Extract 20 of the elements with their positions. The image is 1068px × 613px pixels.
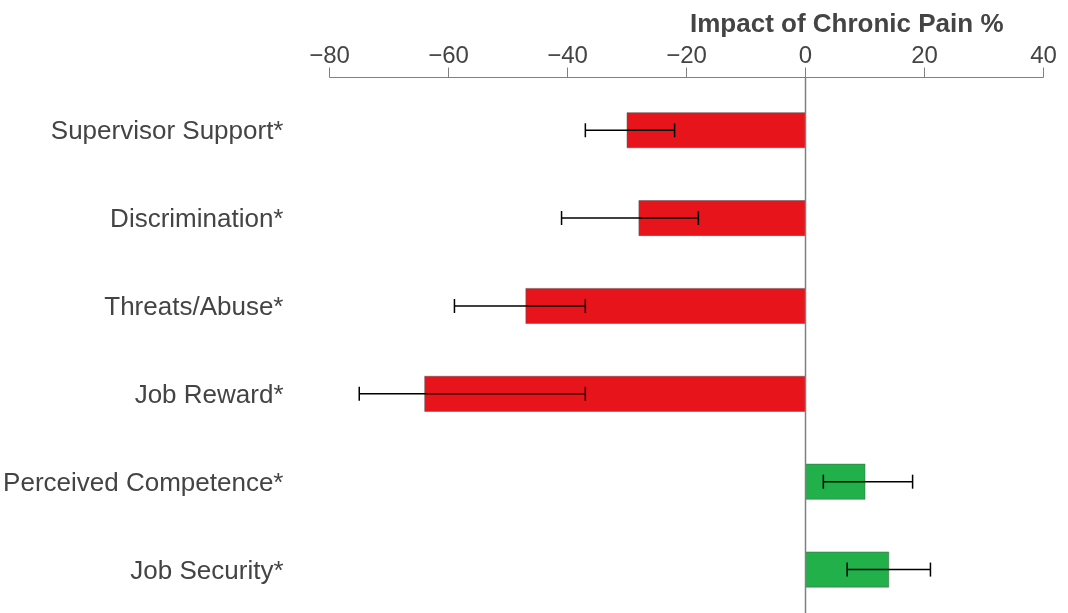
x-tick-label: −60 — [428, 40, 469, 68]
x-tick-label: 40 — [1030, 40, 1057, 68]
bar — [525, 288, 806, 324]
bar — [424, 376, 806, 412]
y-tick-label: Perceived Competence* — [3, 466, 284, 497]
y-tick-label: Threats/Abuse* — [104, 290, 284, 321]
y-tick-label: Job Reward* — [134, 378, 284, 409]
x-tick-label: −40 — [547, 40, 588, 68]
bar — [805, 551, 890, 588]
bar — [805, 463, 866, 500]
bar — [626, 112, 806, 149]
x-tick-label: −80 — [309, 40, 350, 68]
x-tick-label: 20 — [911, 40, 938, 68]
chart-title: Impact of Chronic Pain % — [690, 7, 1004, 38]
bar — [638, 200, 806, 236]
x-tick-label: 0 — [798, 40, 813, 68]
x-tick-label: −20 — [666, 40, 707, 68]
y-tick-label: Supervisor Support* — [50, 115, 284, 146]
y-tick-label: Job Security* — [130, 554, 284, 585]
y-tick-label: Discrimination* — [110, 203, 284, 234]
